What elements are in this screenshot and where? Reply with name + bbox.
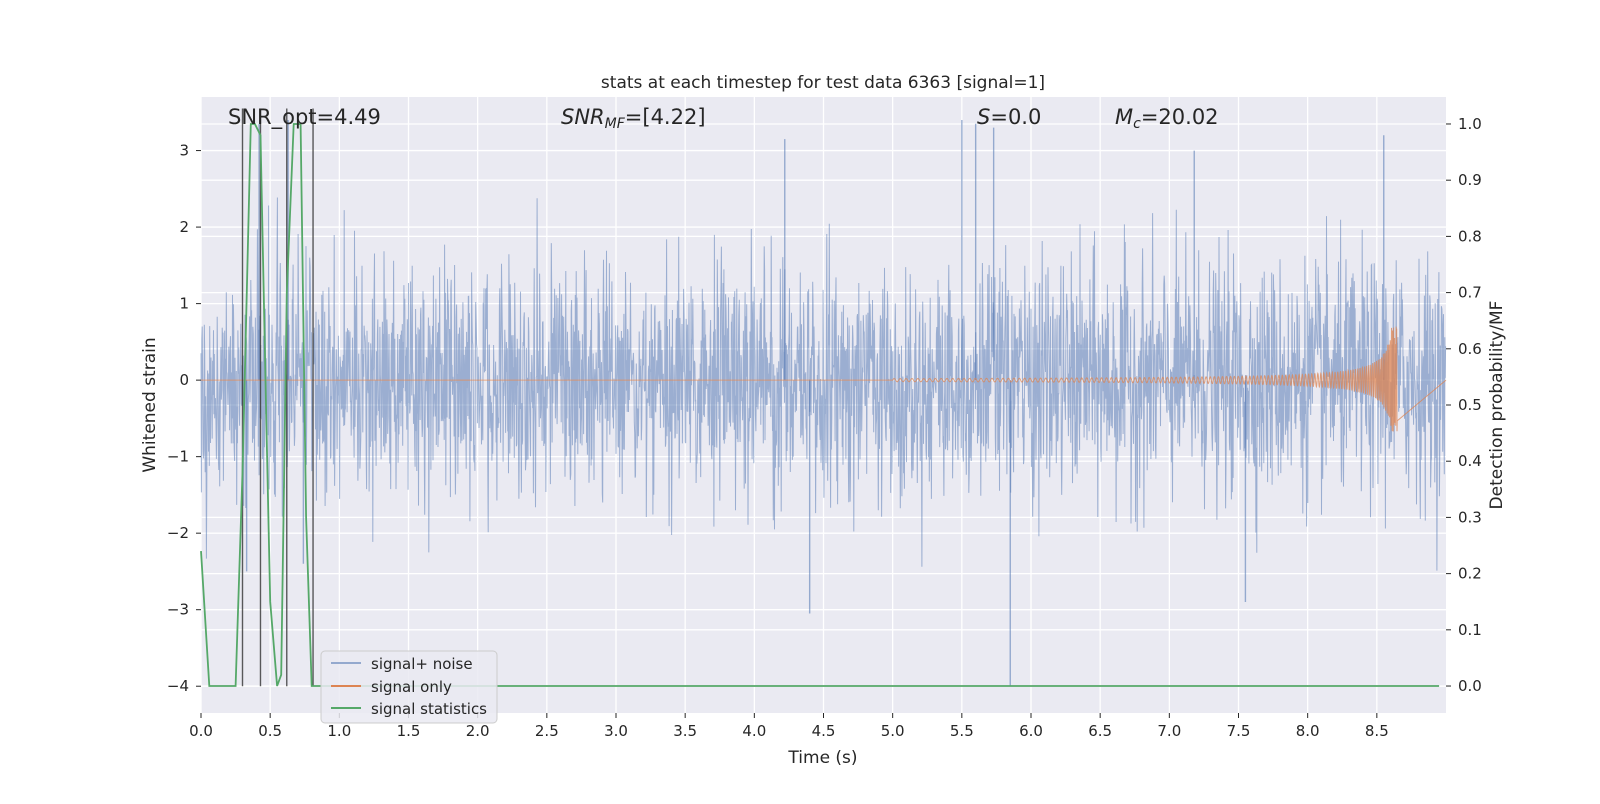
y2-tick-label: 0.1 [1458,621,1482,639]
y-tick-label: 3 [179,142,189,160]
y-axis-ticks: 3 2 1 0 −1 −2 −3 −4 [167,142,201,695]
x-tick-label: 5.5 [950,722,974,740]
y2-axis-ticks: 1.0 0.9 0.8 0.7 0.6 0.5 0.4 0.3 0.2 0.1 0.0 [1446,115,1482,695]
y2-tick-label: 0.7 [1458,284,1482,302]
x-tick-label: 3.5 [673,722,697,740]
annotation-snr-mf: SNRMF=[4.22] [561,105,706,132]
y2-tick-label: 0.3 [1458,508,1482,526]
x-tick-label: 3.0 [604,722,628,740]
y2-tick-label: 0.5 [1458,396,1482,414]
x-tick-label: 6.5 [1088,722,1112,740]
y2-tick-label: 0.6 [1458,340,1482,358]
x-axis-label: Time (s) [787,748,857,768]
x-tick-label: 5.0 [881,722,905,740]
x-tick-label: 1.0 [327,722,351,740]
annotation-mc: Mc=20.02 [1115,105,1219,132]
legend-label-signal-statistics: signal statistics [371,700,487,718]
x-tick-label: 7.5 [1227,722,1251,740]
y2-axis-label: Detection probability/MF [1487,301,1507,510]
legend: signal+ noise signal only signal statist… [320,650,498,724]
x-axis-ticks: 0.0 0.5 1.0 1.5 2.0 2.5 3.0 3.5 4.0 4.5 5.0 5.5 6.0 6… [189,713,1389,740]
y2-tick-label: 1.0 [1458,115,1482,133]
x-tick-label: 1.5 [397,722,421,740]
annotation-s: S=0.0 [977,105,1041,129]
y2-tick-label: 0.2 [1458,565,1482,583]
x-tick-label: 4.5 [812,722,836,740]
annotations: SNR_opt=4.49 SNRMF=[4.22] S=0.0 Mc=20.02 [228,105,1219,132]
signal-statistics-line [200,123,1440,687]
y-tick-label: −3 [167,601,189,619]
x-tick-label: 0.5 [258,722,282,740]
y-tick-label: 2 [179,218,189,236]
x-tick-label: 0.0 [189,722,213,740]
x-tick-label: 2.5 [535,722,559,740]
y-tick-label: −1 [167,448,189,466]
legend-label-signal-noise: signal+ noise [371,655,473,673]
y-axis-label: Whitened strain [140,337,160,472]
chart-title: stats at each timestep for test data 636… [601,73,1045,93]
y2-tick-label: 0.8 [1458,227,1482,245]
x-tick-label: 6.0 [1019,722,1043,740]
x-tick-label: 8.0 [1296,722,1320,740]
signal-only-line [201,326,1447,432]
annotation-snr-opt: SNR_opt=4.49 [228,105,381,130]
signal-only-series [201,326,1447,432]
x-tick-label: 7.0 [1157,722,1181,740]
signal-noise-line [200,197,1447,571]
y-tick-label: −4 [167,677,189,695]
signal-statistics-series [200,123,1440,687]
legend-label-signal-only: signal only [371,678,452,696]
y2-tick-label: 0.9 [1458,171,1482,189]
y2-tick-label: 0.4 [1458,452,1482,470]
y-tick-label: 0 [179,371,189,389]
legend-box [320,650,498,724]
y-tick-label: −2 [167,524,189,542]
y2-tick-label: 0.0 [1458,677,1482,695]
x-tick-label: 8.5 [1365,722,1389,740]
marker-lines [241,108,314,687]
x-tick-label: 4.0 [742,722,766,740]
y-tick-label: 1 [179,295,189,313]
x-tick-label: 2.0 [466,722,490,740]
signal-noise-series [200,119,1447,687]
